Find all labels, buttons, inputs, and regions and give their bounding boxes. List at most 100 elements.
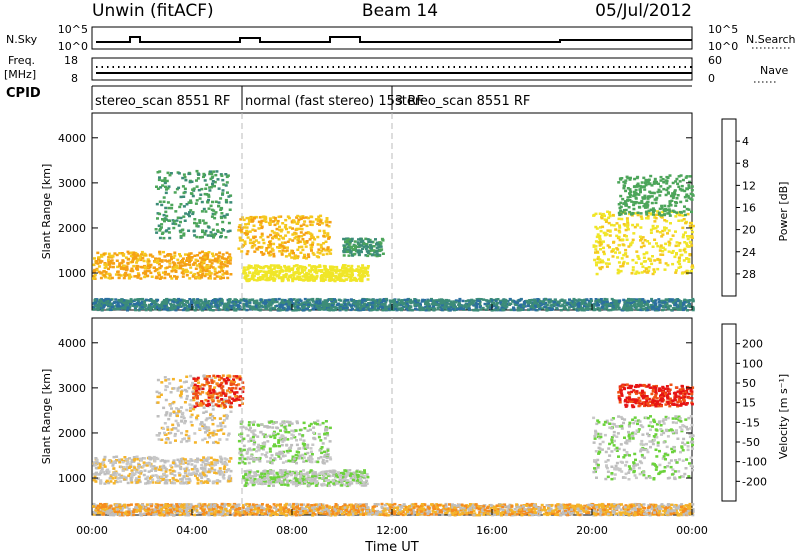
- echo-cell: [143, 252, 147, 256]
- echo-cell: [108, 255, 112, 258]
- echo-cell: [573, 298, 577, 302]
- echo-cell: [287, 279, 290, 282]
- echo-cell: [605, 298, 609, 301]
- echo-cell: [676, 194, 680, 197]
- echo-cell: [318, 308, 322, 311]
- echo-cell: [103, 472, 107, 476]
- colorbar-tick-label: 12: [742, 179, 756, 192]
- echo-cell: [126, 465, 129, 469]
- echo-cell: [272, 264, 276, 267]
- echo-cell: [652, 268, 656, 271]
- echo-cell: [140, 300, 144, 304]
- echo-cell: [125, 266, 129, 269]
- echo-cell: [173, 262, 177, 265]
- echo-cell: [222, 229, 226, 232]
- echo-cell: [336, 276, 340, 280]
- echo-cell: [634, 192, 638, 195]
- echo-cell: [305, 240, 309, 243]
- echo-cell: [366, 254, 370, 258]
- echo-cell: [341, 265, 345, 268]
- echo-cell: [115, 480, 119, 484]
- echo-cell: [200, 263, 204, 266]
- echo-cell: [125, 302, 129, 305]
- echo-cell: [201, 258, 205, 261]
- echo-cell: [664, 298, 668, 301]
- echo-cell: [296, 271, 300, 274]
- echo-cell: [165, 297, 169, 301]
- echo-cell: [427, 306, 431, 310]
- echo-cell: [225, 213, 229, 216]
- echo-cell: [98, 465, 102, 468]
- echo-cell: [194, 267, 198, 270]
- echo-cell: [680, 219, 684, 222]
- echo-cell: [92, 307, 96, 310]
- echo-cell: [111, 473, 115, 476]
- echo-cell: [596, 255, 600, 259]
- echo-cell: [172, 478, 176, 482]
- echo-cell: [275, 264, 279, 267]
- echo-cell: [668, 298, 672, 301]
- echo-cell: [229, 201, 233, 204]
- echo-cell: [610, 223, 613, 227]
- echo-cell: [395, 305, 399, 308]
- echo-cell: [303, 301, 307, 304]
- echo-cell: [165, 308, 169, 311]
- echo-cell: [136, 276, 140, 279]
- echo-cell: [647, 178, 651, 181]
- echo-cell: [134, 308, 138, 312]
- echo-cell: [452, 300, 456, 303]
- echo-cell: [369, 249, 373, 252]
- echo-cell: [663, 268, 667, 271]
- echo-cell: [651, 272, 655, 276]
- echo-cell: [684, 306, 687, 310]
- echo-cell: [195, 275, 198, 279]
- echo-cell: [342, 254, 346, 257]
- echo-cell: [188, 211, 191, 214]
- echo-cell: [285, 268, 288, 272]
- echo-cell: [155, 185, 158, 188]
- echo-cell: [220, 256, 224, 259]
- echo-cell: [321, 275, 325, 278]
- echo-cell: [248, 230, 252, 233]
- echo-cell: [302, 240, 306, 243]
- echo-cell: [248, 216, 252, 220]
- echo-cell: [99, 304, 103, 308]
- echo-cell: [685, 175, 689, 178]
- echo-cell: [664, 305, 668, 309]
- echo-cell: [221, 273, 225, 276]
- echo-cell: [378, 302, 381, 305]
- echo-cell: [472, 303, 476, 307]
- echo-cell: [499, 300, 503, 303]
- echo-cell: [287, 298, 291, 301]
- echo-cell: [330, 304, 334, 307]
- echo-cell: [485, 304, 489, 308]
- echo-cell: [645, 251, 649, 255]
- echo-cell: [339, 304, 343, 308]
- echo-cell: [153, 299, 157, 303]
- echo-cell: [206, 200, 210, 203]
- echo-cell: [179, 203, 183, 206]
- echo-cell: [185, 274, 189, 277]
- echo-cell: [241, 239, 244, 242]
- echo-cell: [305, 301, 309, 305]
- echo-cell: [277, 297, 281, 301]
- echo-cell: [675, 241, 679, 244]
- echo-cell: [614, 300, 618, 303]
- echo-cell: [271, 272, 275, 275]
- echo-cell: [617, 300, 621, 303]
- echo-cell: [646, 211, 650, 214]
- echo-cell: [195, 224, 199, 228]
- echo-cell: [119, 274, 123, 277]
- echo-cell: [283, 264, 287, 268]
- echo-cell: [547, 301, 551, 304]
- echo-cell: [425, 300, 429, 303]
- echo-cell: [637, 300, 641, 304]
- echo-cell: [216, 461, 219, 465]
- echo-cell: [649, 258, 653, 261]
- echo-cell: [325, 275, 328, 278]
- echo-cell: [99, 481, 103, 484]
- echo-cell: [293, 303, 297, 306]
- echo-cell: [221, 192, 225, 195]
- echo-cell: [197, 474, 201, 477]
- echo-cell: [209, 456, 213, 460]
